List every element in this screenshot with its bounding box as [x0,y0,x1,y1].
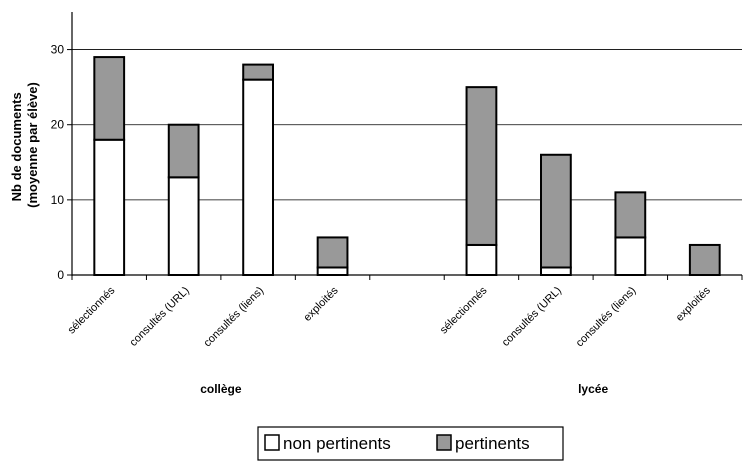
category-label: consultés (liens) [202,285,267,350]
category-label: exploités [301,284,341,324]
y-axis-title: Nb de documents (moyenne par élève) [9,82,40,208]
category-label: sélectionnés [438,284,490,336]
category-label: sélectionnés [66,284,118,336]
bar-segment-non-pertinents [167,176,200,276]
legend-swatch-non-pertinents [264,434,280,451]
bar-segment-non-pertinents [465,243,498,276]
y-axis-title-line-1: Nb de documents [9,92,24,201]
group-label: lycée [578,382,608,396]
bar-segment-pertinents [614,191,647,239]
group-label: collège [200,382,242,396]
bar-segment-pertinents [242,63,275,81]
bar-segment-non-pertinents [93,138,126,276]
legend-box [257,426,564,461]
bars [93,56,721,277]
bar-segment-pertinents [465,86,498,246]
y-tick-label: 10 [51,193,65,207]
bar-segment-pertinents [688,243,721,276]
bar-segment-non-pertinents [614,236,647,277]
category-label: consultés (URL) [500,285,564,349]
legend-swatch-pertinents [436,434,452,451]
legend: non pertinents pertinents [257,426,564,461]
bar-segment-pertinents [93,56,126,141]
y-axis-title-line-2: (moyenne par élève) [25,82,40,208]
y-tick-label: 20 [51,118,65,132]
y-tick-label: 30 [51,43,65,57]
y-tick-label: 0 [57,268,64,282]
category-label: consultés (URL) [128,285,192,349]
category-label: exploités [674,284,714,324]
category-label: consultés (liens) [574,285,639,350]
legend-label-pertinents: pertinents [455,434,530,453]
bar-segment-non-pertinents [316,266,349,277]
bar-segment-pertinents [316,236,349,269]
axes [71,12,742,276]
bar-segment-non-pertinents [242,78,275,276]
bar-segment-pertinents [167,123,200,179]
bar-segment-non-pertinents [540,266,572,277]
bar-segment-pertinents [540,153,572,269]
legend-label-non-pertinents: non pertinents [283,434,391,453]
